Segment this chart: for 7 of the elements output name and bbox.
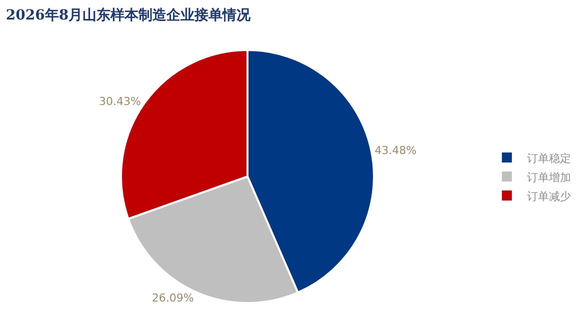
legend-label: 订单减少 [526, 190, 571, 203]
legend-label: 订单增加 [526, 170, 571, 184]
data-label: 43.48% [374, 144, 417, 157]
data-label: 30.43% [98, 94, 141, 108]
data-label: 26.09% [152, 291, 194, 304]
chart-title: 2026年8月山东样本制造企业接单情况 [6, 6, 252, 24]
legend-label: 订单稳定 [526, 152, 571, 165]
